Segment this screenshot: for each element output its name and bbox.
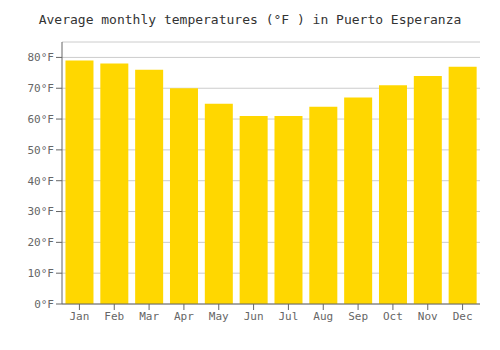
svg-text:40°F: 40°F bbox=[28, 175, 55, 188]
svg-text:Dec: Dec bbox=[453, 310, 473, 323]
svg-text:May: May bbox=[209, 310, 229, 323]
svg-text:10°F: 10°F bbox=[28, 267, 55, 280]
html-text:Average monthly temperatures (: Average monthly temperatures (°F ) in Pu… bbox=[38, 12, 462, 27]
svg-text:Jul: Jul bbox=[278, 310, 298, 323]
svg-text:20°F: 20°F bbox=[28, 236, 55, 249]
svg-text:50°F: 50°F bbox=[28, 144, 55, 157]
svg-text:Aug: Aug bbox=[313, 310, 333, 323]
svg-text:Apr: Apr bbox=[174, 310, 194, 323]
svg-text:70°F: 70°F bbox=[28, 82, 55, 95]
svg-text:0°F: 0°F bbox=[34, 298, 54, 311]
svg-text:Feb: Feb bbox=[104, 310, 124, 323]
svg-text:Mar: Mar bbox=[139, 310, 159, 323]
svg-text:80°F: 80°F bbox=[28, 51, 55, 64]
svg-text:Jun: Jun bbox=[244, 310, 264, 323]
svg-text:Nov: Nov bbox=[418, 310, 438, 323]
svg-text:Oct: Oct bbox=[383, 310, 403, 323]
svg-text:60°F: 60°F bbox=[28, 113, 55, 126]
svg-text:30°F: 30°F bbox=[28, 205, 55, 218]
svg-text:Jan: Jan bbox=[69, 310, 89, 323]
svg-text:Sep: Sep bbox=[348, 310, 368, 323]
